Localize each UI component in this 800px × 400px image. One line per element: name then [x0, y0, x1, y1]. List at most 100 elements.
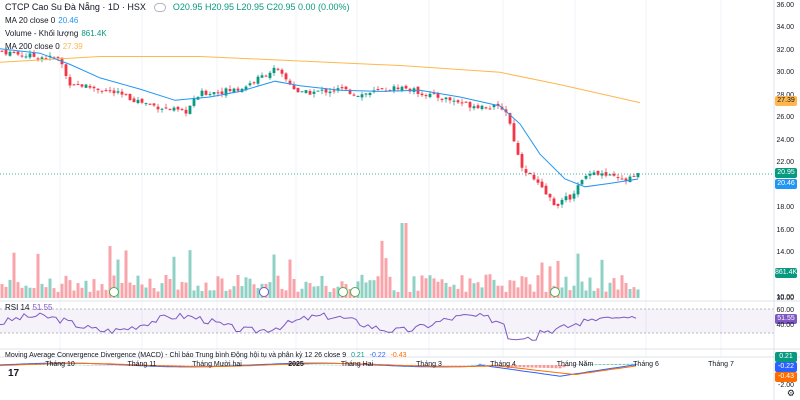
time-tick-5: Tháng 3: [416, 361, 442, 368]
candle: [272, 67, 276, 74]
volume-bar: [328, 291, 332, 298]
event-marker[interactable]: [259, 287, 269, 297]
candle: [124, 93, 128, 95]
candle: [36, 58, 40, 60]
volume-bar: [300, 288, 304, 298]
macd-hist-bar: [434, 365, 438, 366]
candle: [152, 103, 156, 106]
macd-hist-bar: [534, 365, 538, 368]
rsi-label: RSI 14: [5, 303, 30, 312]
volume-bar: [408, 291, 412, 298]
macd-hist-bar: [162, 365, 166, 366]
volume-bar: [460, 275, 464, 298]
ma20-legend[interactable]: MA 20 close 0 20.46: [5, 16, 78, 25]
event-marker[interactable]: [109, 287, 119, 297]
macd-badge-1: 0.21: [775, 352, 797, 362]
volume-bar: [108, 246, 112, 298]
volume-bar: [600, 259, 604, 298]
volume-bar: [496, 285, 500, 298]
macd-legend[interactable]: Moving Average Convergence Divergence (M…: [5, 352, 407, 359]
event-marker[interactable]: [550, 287, 560, 297]
volume-bar: [220, 278, 224, 298]
volume-bar: [176, 289, 180, 298]
candle: [136, 99, 140, 104]
volume-bar: [20, 287, 24, 298]
macd-hist-bar: [318, 364, 322, 366]
volume-bar: [172, 256, 176, 298]
volume-bar: [568, 290, 572, 298]
price-tick-10: 16.00: [776, 226, 794, 234]
volume-bar: [116, 259, 120, 298]
volume-bar: [508, 280, 512, 298]
volume-bar: [480, 287, 484, 298]
close-price-badge: 20.95: [775, 168, 797, 178]
volume-bar: [196, 285, 200, 298]
macd-hist-bar: [298, 364, 302, 365]
candle: [156, 106, 160, 110]
volume-bar: [584, 290, 588, 298]
settings-gear-icon[interactable]: ⚙: [786, 388, 795, 398]
macd-v1: 0.21: [351, 352, 365, 359]
macd-hist-bar: [546, 365, 550, 368]
candle: [636, 173, 640, 178]
candle: [192, 98, 196, 106]
candle: [596, 170, 600, 175]
macd-hist-bar: [38, 364, 42, 365]
event-marker[interactable]: [338, 287, 348, 297]
candle: [340, 87, 344, 89]
candle: [496, 103, 500, 106]
macd-hist-bar: [102, 365, 106, 366]
volume-bar: [4, 286, 8, 298]
tradingview-logo[interactable]: 17: [8, 368, 20, 379]
candle: [316, 90, 320, 92]
volume-bar: [124, 250, 128, 298]
macd-hist-bar: [330, 364, 334, 366]
ma200-price-badge: 27.39: [775, 96, 797, 106]
volume-bar: [32, 287, 36, 298]
candle: [236, 88, 240, 91]
candle: [624, 178, 628, 182]
volume-bar: [12, 252, 16, 298]
candle: [180, 109, 184, 111]
symbol-legend[interactable]: CTCP Cao Su Đà Nẵng · 1D · HSX O20.95 H2…: [5, 2, 350, 13]
volume-bar: [336, 286, 340, 298]
candle: [16, 51, 20, 55]
macd-hist-bar: [550, 365, 554, 369]
volume-bar: [360, 274, 364, 298]
symbol-title[interactable]: CTCP Cao Su Đà Nẵng · 1D · HSX: [5, 2, 146, 12]
rsi-legend[interactable]: RSI 14 51.55: [5, 303, 53, 312]
macd-hist-bar: [166, 365, 170, 366]
volume-bar: [256, 287, 260, 298]
macd-hist-bar: [362, 365, 366, 366]
event-marker[interactable]: [350, 287, 360, 297]
macd-hist-bar: [338, 365, 342, 366]
candle: [612, 173, 616, 176]
macd-hist-bar: [46, 364, 50, 365]
volume-bar: [144, 287, 148, 298]
volume-bar: [396, 291, 400, 298]
volume-bar: [136, 275, 140, 298]
candle: [516, 142, 520, 155]
volume-bar: [132, 284, 136, 298]
candle: [456, 100, 460, 103]
volume-bar: [484, 274, 488, 298]
macd-hist-bar: [614, 363, 618, 365]
volume-legend[interactable]: Volume - Khối lượng 861.4K: [5, 29, 107, 38]
macd-histogram: [0, 363, 638, 369]
time-tick-4: Tháng Hai: [340, 361, 374, 368]
ma200-legend[interactable]: MA 200 close 0 27.39: [5, 42, 83, 51]
macd-hist-bar: [242, 364, 246, 366]
macd-hist-bar: [302, 364, 306, 365]
volume-bar: [476, 282, 480, 298]
volume-bar: [184, 282, 188, 298]
volume-bar: [504, 291, 508, 298]
macd-hist-bar: [570, 365, 574, 366]
candle: [436, 93, 440, 98]
volume-bar: [540, 262, 544, 298]
volume-bar: [304, 281, 308, 298]
volume-bar: [604, 291, 608, 298]
candle: [492, 104, 496, 108]
volume-bar: [332, 288, 336, 298]
visibility-eye-icon[interactable]: [154, 3, 167, 13]
